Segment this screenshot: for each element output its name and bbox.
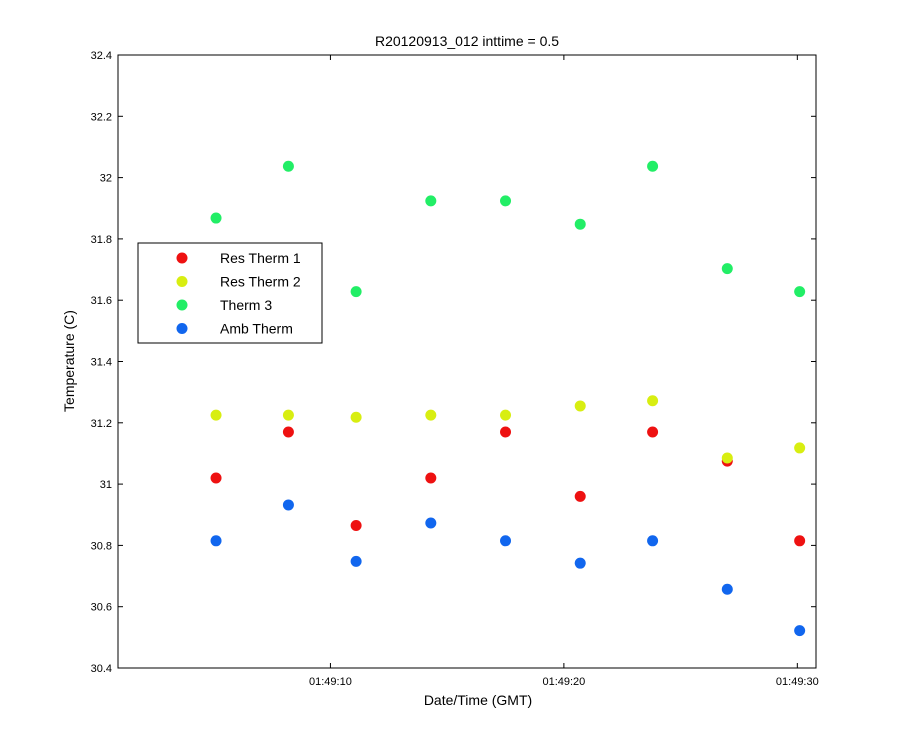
legend-entry: Res Therm 1 xyxy=(176,250,301,266)
legend: Res Therm 1 Res Therm 2 Therm 3 Amb Therm xyxy=(137,242,323,344)
legend-label: Amb Therm xyxy=(220,321,293,337)
series-res-therm-2 xyxy=(210,395,806,464)
data-point xyxy=(647,535,659,547)
y-axis-label: Temperature (C) xyxy=(61,310,77,412)
data-point xyxy=(647,426,659,438)
plot-area xyxy=(117,54,817,669)
data-point xyxy=(574,557,586,569)
data-point xyxy=(425,472,437,484)
legend-box xyxy=(137,242,323,344)
chart-title: R20120913_012 inttime = 0.5 xyxy=(375,33,559,49)
data-point xyxy=(282,409,294,421)
legend-marker xyxy=(176,276,188,287)
data-point xyxy=(425,517,437,529)
y-tick-label: 30.4 xyxy=(91,663,112,675)
x-axis: 01:49:10 01:49:20 01:49:30 xyxy=(309,55,819,688)
x-tick-label: 01:49:30 xyxy=(776,676,819,688)
data-point xyxy=(350,286,362,298)
x-tick-label: 01:49:10 xyxy=(309,676,352,688)
data-point xyxy=(500,195,512,207)
data-point xyxy=(647,160,659,172)
data-point xyxy=(425,409,437,421)
data-point xyxy=(794,442,806,454)
y-axis: 30.4 30.6 30.8 31 31.2 31.4 31.6 31.8 32 32.2 32.4 xyxy=(91,50,816,675)
legend-marker xyxy=(176,252,188,264)
series-amb-therm xyxy=(210,499,806,637)
data-point xyxy=(210,472,222,484)
legend-entry: Amb Therm xyxy=(176,321,293,337)
legend-label: Res Therm 2 xyxy=(220,274,301,290)
legend-entry: Res Therm 2 xyxy=(176,274,301,290)
y-tick-label: 30.6 xyxy=(91,602,112,614)
legend-marker xyxy=(176,299,188,311)
x-tick-label: 01:49:20 xyxy=(542,676,585,688)
data-point xyxy=(794,535,806,547)
legend-marker xyxy=(176,323,188,334)
data-points xyxy=(210,160,806,637)
y-tick-label: 31.8 xyxy=(91,234,112,246)
data-point xyxy=(210,212,222,224)
series-therm-3 xyxy=(210,160,806,298)
legend-label: Therm 3 xyxy=(220,297,272,313)
data-point xyxy=(350,411,362,423)
data-point xyxy=(794,286,806,298)
data-point xyxy=(282,426,294,438)
data-point xyxy=(500,426,512,438)
data-point xyxy=(574,400,586,412)
y-tick-label: 30.8 xyxy=(91,540,112,552)
data-point xyxy=(721,583,733,595)
legend-entry: Therm 3 xyxy=(176,297,272,313)
series-res-therm-1 xyxy=(210,426,806,547)
data-point xyxy=(350,555,362,567)
y-tick-label: 32.4 xyxy=(91,50,112,62)
data-point xyxy=(574,490,586,502)
data-point xyxy=(425,195,437,207)
data-point xyxy=(574,218,586,230)
y-tick-label: 31.6 xyxy=(91,295,112,307)
data-point xyxy=(721,263,733,275)
data-point xyxy=(282,499,294,511)
y-tick-label: 31.2 xyxy=(91,418,112,430)
data-point xyxy=(350,519,362,531)
data-point xyxy=(647,395,659,407)
y-tick-label: 32.2 xyxy=(91,111,112,123)
y-tick-label: 31 xyxy=(100,479,112,491)
data-point xyxy=(721,452,733,464)
x-axis-label: Date/Time (GMT) xyxy=(424,692,532,708)
data-point xyxy=(282,160,294,172)
legend-label: Res Therm 1 xyxy=(220,250,301,266)
data-point xyxy=(210,409,222,421)
data-point xyxy=(794,625,806,637)
y-tick-label: 31.4 xyxy=(91,357,112,369)
y-tick-label: 32 xyxy=(100,173,112,185)
data-point xyxy=(500,535,512,547)
data-point xyxy=(210,535,222,547)
data-point xyxy=(500,409,512,421)
